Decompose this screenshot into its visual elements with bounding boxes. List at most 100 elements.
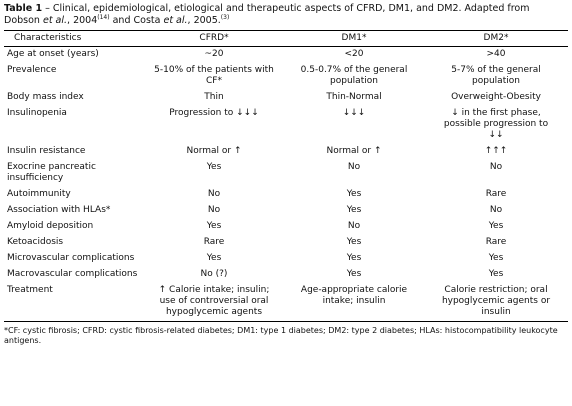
cell: Yes xyxy=(144,251,284,267)
cell-text: Exocrine pancreatic insufficiency xyxy=(7,162,96,183)
cell-text: No xyxy=(347,221,361,231)
cell: Progression to ↓↓↓ xyxy=(144,106,284,144)
row-label: Amyloid deposition xyxy=(4,219,144,235)
cell-text: Yes xyxy=(206,221,222,231)
caption-text: et al. xyxy=(163,15,188,26)
caption-text: and Costa xyxy=(109,15,164,26)
cell-text: ~20 xyxy=(204,49,224,59)
table-row: Treatment ↑ Calorie intake; insulin; use … xyxy=(4,283,568,322)
cell: ↓↓↓ xyxy=(284,106,424,144)
table-row: Ketoacidosis Rare Yes Rare xyxy=(4,235,568,251)
cell-text: Yes xyxy=(488,221,504,231)
cell: ↓ in the first phase, possible progressi… xyxy=(424,106,568,144)
table-row: Association with HLAs* No Yes No xyxy=(4,203,568,219)
cell: Yes xyxy=(284,251,424,267)
column-header: DM2* xyxy=(424,30,568,47)
cell-text: 5-7% of the general population xyxy=(451,65,541,86)
cell: No (?) xyxy=(144,267,284,283)
cell-text: Rare xyxy=(485,237,507,247)
cell-text: Age at onset (years) xyxy=(7,49,99,59)
cell-text: Progression to ↓↓↓ xyxy=(169,108,259,118)
caption: Table 1 – Clinical, epidemiological, eti… xyxy=(4,0,560,30)
cell: No xyxy=(284,219,424,235)
row-label: Ketoacidosis xyxy=(4,235,144,251)
header-row: Characteristics CFRD* DM1* DM2* xyxy=(4,30,568,47)
cell-text: Microvascular complications xyxy=(7,253,135,263)
table-row: Exocrine pancreatic insufficiency Yes No No xyxy=(4,160,568,187)
cell: Yes xyxy=(144,160,284,187)
cell-text: Rare xyxy=(203,237,225,247)
table-body: Age at onset (years) ~20 <20 >40 Prevalence 5… xyxy=(4,47,568,322)
cell-text: 5-10% of the patients with CF* xyxy=(154,65,274,86)
cell: Yes xyxy=(424,267,568,283)
cell-text: No xyxy=(489,205,503,215)
column-header: DM1* xyxy=(284,30,424,47)
table: Characteristics CFRD* DM1* DM2* Age at onse… xyxy=(4,30,568,322)
cell-text: Yes xyxy=(346,253,362,263)
cell-text: No xyxy=(207,189,221,199)
caption-text: (3) xyxy=(220,13,230,21)
table-row: Insulinopenia Progression to ↓↓↓ ↓↓↓ ↓ in t… xyxy=(4,106,568,144)
row-label: Macrovascular complications xyxy=(4,267,144,283)
cell: Yes xyxy=(284,203,424,219)
cell-text: Yes xyxy=(206,253,222,263)
row-label: Body mass index xyxy=(4,90,144,106)
column-header: Characteristics xyxy=(4,30,144,47)
cell-text: Amyloid deposition xyxy=(7,221,94,231)
cell-text: Yes xyxy=(488,253,504,263)
cell-text: 0.5-0.7% of the general population xyxy=(300,65,408,86)
cell-text: Body mass index xyxy=(7,92,84,102)
cell: <20 xyxy=(284,47,424,64)
column-header: CFRD* xyxy=(144,30,284,47)
cell: Thin xyxy=(144,90,284,106)
table-row: Autoimmunity No Yes Rare xyxy=(4,187,568,203)
cell-text: Association with HLAs* xyxy=(7,205,111,215)
caption-text: , 2005. xyxy=(187,15,221,26)
cell: Yes xyxy=(284,267,424,283)
cell-text: Ketoacidosis xyxy=(7,237,64,247)
footnote: *CF: cystic fibrosis; CFRD: cystic fibro… xyxy=(4,326,558,345)
cell-text: Overweight-Obesity xyxy=(451,92,541,102)
cell-text: Normal or ↑ xyxy=(326,146,382,156)
row-label: Microvascular complications xyxy=(4,251,144,267)
cell-text: Yes xyxy=(346,237,362,247)
cell-text: >40 xyxy=(486,49,506,59)
cell-text: ↑ Calorie intake; insulin; use of contro… xyxy=(158,285,270,317)
cell: Yes xyxy=(424,219,568,235)
cell-text: Thin-Normal xyxy=(326,92,382,102)
cell-text: No xyxy=(207,205,221,215)
cell: Rare xyxy=(424,235,568,251)
row-label: Age at onset (years) xyxy=(4,47,144,64)
cell: No xyxy=(284,160,424,187)
cell: 0.5-0.7% of the general population xyxy=(284,63,424,90)
cell-text: Yes xyxy=(206,162,222,172)
cell-text: No xyxy=(489,162,503,172)
cell: >40 xyxy=(424,47,568,64)
cell: No xyxy=(144,187,284,203)
row-label: Association with HLAs* xyxy=(4,203,144,219)
cell: 5-7% of the general population xyxy=(424,63,568,90)
cell-text: Yes xyxy=(346,189,362,199)
cell-text: Insulinopenia xyxy=(7,108,67,118)
cell: ↑↑↑ xyxy=(424,144,568,160)
caption-text: , 2004 xyxy=(67,15,98,26)
cell-text: Thin xyxy=(204,92,224,102)
cell: ~20 xyxy=(144,47,284,64)
cell: Normal or ↑ xyxy=(144,144,284,160)
table-row: Microvascular complications Yes Yes Yes xyxy=(4,251,568,267)
caption-text: – Clinical, epidemiological, etiological… xyxy=(4,3,530,26)
table-row: Prevalence 5-10% of the patients with CF*… xyxy=(4,63,568,90)
row-label: Insulinopenia xyxy=(4,106,144,144)
cell: No xyxy=(144,203,284,219)
cell-text: No (?) xyxy=(200,269,228,279)
cell: Normal or ↑ xyxy=(284,144,424,160)
cell: Rare xyxy=(424,187,568,203)
cell: No xyxy=(424,203,568,219)
caption-text: (14) xyxy=(97,13,110,21)
cell-text: Prevalence xyxy=(7,65,57,75)
cell-text: <20 xyxy=(344,49,364,59)
table-row: Insulin resistance Normal or ↑ Normal or ↑… xyxy=(4,144,568,160)
cell-text: Macrovascular complications xyxy=(7,269,138,279)
cell: Calorie restriction; oral hypoglycemic a… xyxy=(424,283,568,322)
cell-text: ↑↑↑ xyxy=(484,146,508,156)
